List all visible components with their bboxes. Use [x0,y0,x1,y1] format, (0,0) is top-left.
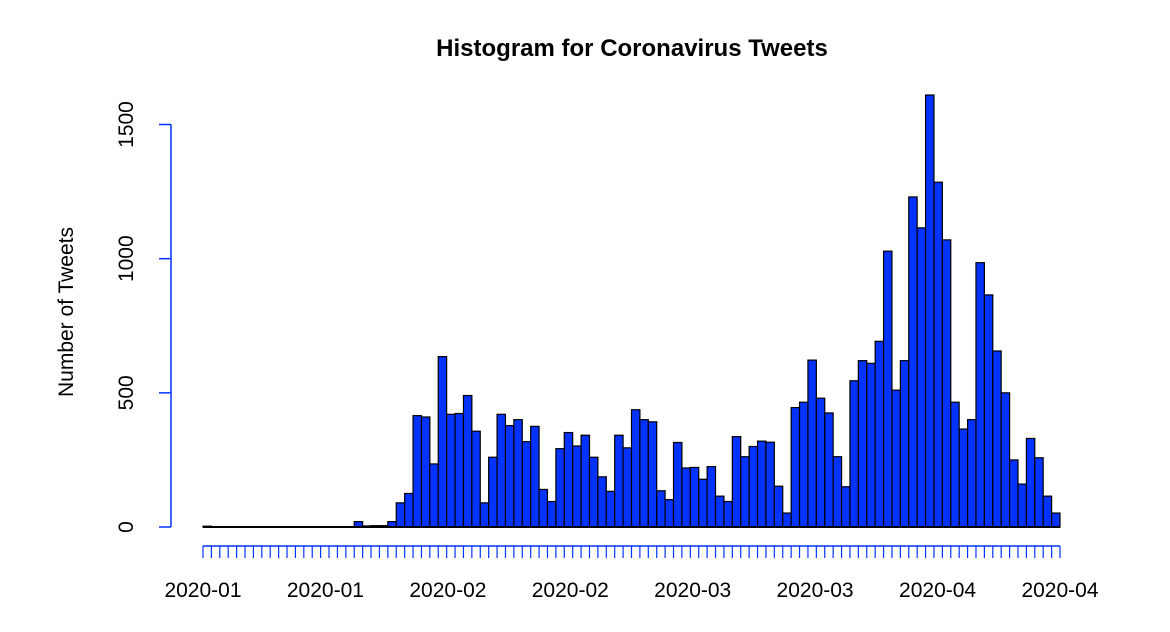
histogram-bar [656,490,666,528]
histogram-bar [689,466,700,528]
histogram-bar [975,262,985,528]
histogram-bar [756,440,767,528]
histogram-bar [538,488,549,528]
histogram-bar [605,490,616,528]
y-tick-label: 1000 [115,235,138,282]
y-tick-label: 1500 [115,101,138,148]
x-tick-label: 2020-04 [899,579,976,602]
histogram-bar [882,250,893,528]
histogram-bar [412,415,423,528]
histogram-bar [908,196,918,528]
histogram-bar [941,239,952,528]
histogram-bar [622,447,633,528]
histogram-bar [614,434,624,528]
histogram-bar [740,456,750,528]
histogram-bar [748,445,759,528]
histogram-bar [513,419,523,528]
y-axis: 0 500 1000 1500 [115,101,172,533]
histogram-bar [563,431,574,528]
y-tick-label: 500 [115,375,138,410]
histogram-bar [504,424,515,528]
histogram-bar [521,441,532,528]
histogram-bar [1025,437,1036,528]
x-tick-label: 2020-02 [532,579,609,602]
histogram-bar [714,495,725,528]
histogram-bar [807,359,817,528]
histogram-bar [1000,392,1011,528]
histogram-bar [857,360,868,528]
histogram-bar [546,500,557,528]
histogram-bar [555,448,565,528]
y-axis-label: Number of Tweets [55,227,78,397]
y-tick-label: 0 [115,521,138,533]
histogram-bar [798,401,809,528]
histogram-bar [639,419,649,528]
histogram-bar [933,181,943,528]
histogram-bar [462,394,473,528]
histogram-bar [966,419,977,528]
histogram-bar [530,425,540,528]
x-tick-label: 2020-04 [1021,579,1098,602]
x-axis: 2020-01 2020-01 2020-02 2020-02 2020-03 2020-… [164,545,1099,602]
histogram-bar [630,409,641,528]
x-tick-label: 2020-01 [164,579,241,602]
histogram-bar [580,434,591,528]
histogram-bar [1050,512,1061,528]
histogram-bar [765,441,775,528]
histogram-bar [958,428,969,528]
x-tick-label: 2020-03 [654,579,731,602]
histogram-bar [588,456,599,528]
histogram-bar [395,502,406,528]
histogram-bar [706,466,717,528]
histogram-bar [815,397,826,528]
histogram-bar [479,502,490,528]
histogram-bar [496,413,507,528]
histogram-bar [899,360,910,528]
histogram-bar [832,456,843,528]
histogram-bar [446,413,456,528]
histogram-bar [664,499,675,528]
histogram-bar [790,407,801,528]
x-tick-label: 2020-03 [777,579,854,602]
histogram-bar [454,412,465,528]
histogram-bar [731,435,742,528]
x-tick-label: 2020-01 [287,579,364,602]
histogram-bar [488,456,498,528]
histogram-bar [992,350,1002,528]
histogram-bar [983,294,994,528]
histogram-bar [1034,457,1044,528]
bars-group [202,94,1061,528]
histogram-bar [597,476,607,528]
histogram-bar [866,362,876,528]
histogram-bar [420,416,431,528]
histogram-bar [404,492,414,528]
histogram-bar [840,486,851,528]
x-tick-label: 2020-02 [409,579,486,602]
histogram-bar [849,380,859,528]
histogram-bar [723,500,733,528]
histogram-bar [874,340,885,528]
histogram-bar [950,401,960,528]
histogram-bar [672,441,683,528]
histogram-bar [429,463,439,528]
histogram-bar [924,94,935,528]
histogram-bar [647,421,658,528]
histogram-bar [572,445,582,528]
histogram-bar [782,512,792,528]
histogram-bar [824,412,834,528]
histogram-bar [773,485,784,528]
histogram-bar [698,478,708,528]
histogram-bar [471,430,481,528]
histogram-bar [916,227,927,528]
histogram-bar [437,356,448,528]
chart-title: Histogram for Coronavirus Tweets [436,35,828,62]
histogram-bar [681,467,691,528]
histogram-bar [1017,483,1027,528]
histogram-bar [1042,495,1053,528]
histogram-bar [1008,459,1019,528]
histogram-bar [891,389,901,528]
